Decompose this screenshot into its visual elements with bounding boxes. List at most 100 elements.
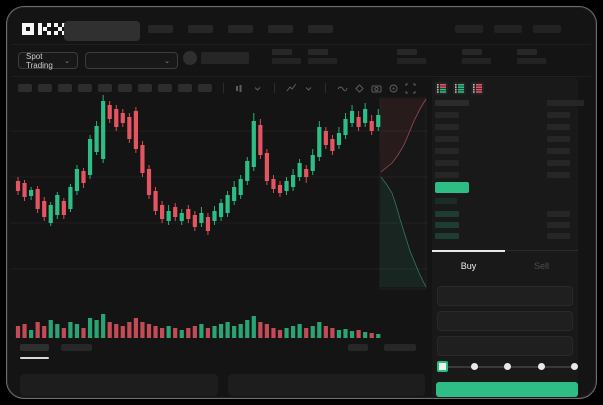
candle-body: [238, 179, 243, 195]
timeframe-button[interactable]: [78, 84, 92, 92]
header-divider: [12, 44, 591, 45]
orderbook-amount-cell[interactable]: [547, 112, 570, 118]
nav-item[interactable]: [188, 25, 213, 33]
nav-action[interactable]: [494, 25, 522, 33]
orderbook-amount-cell[interactable]: [547, 124, 570, 130]
slider-stop[interactable]: [504, 363, 511, 370]
orderbook-amount-cell[interactable]: [547, 211, 570, 217]
candle-body: [232, 187, 237, 201]
candle-body: [291, 175, 296, 187]
nav-action[interactable]: [455, 25, 483, 33]
fullscreen-icon[interactable]: [405, 83, 416, 94]
settings-icon[interactable]: [388, 83, 399, 94]
timeframe-button[interactable]: [98, 84, 112, 92]
last-price-highlight[interactable]: [435, 182, 469, 193]
chart-bottom-tab[interactable]: [20, 344, 49, 351]
orderbook-amount-cell[interactable]: [547, 233, 570, 239]
slider-stop[interactable]: [571, 363, 578, 370]
chevron-down-icon[interactable]: [303, 83, 314, 94]
timeframe-button[interactable]: [138, 84, 152, 92]
timeframe-button[interactable]: [18, 84, 32, 92]
amount-slider[interactable]: [437, 361, 578, 372]
orderbook-price-cell[interactable]: [435, 124, 459, 130]
book-asks-icon[interactable]: [471, 82, 484, 95]
volume-bar: [35, 322, 40, 338]
volume-bar: [61, 328, 66, 338]
candle-type-dropdown[interactable]: [235, 83, 246, 94]
orderbook-amount-cell[interactable]: [547, 172, 570, 178]
candle-body: [87, 139, 93, 175]
app-window: Spot Trading ⌄ ⌄ Buy Sell: [6, 6, 597, 399]
candle-body: [245, 161, 250, 181]
order-input[interactable]: [437, 286, 573, 306]
candle-body: [42, 201, 47, 217]
orderbook-price-cell[interactable]: [435, 198, 457, 204]
stat-value: [272, 58, 301, 64]
line-tool-icon[interactable]: [337, 83, 348, 94]
candle-body: [55, 195, 60, 215]
volume-bar: [153, 326, 158, 338]
orderbook-price-cell[interactable]: [435, 136, 459, 142]
candle-body: [297, 163, 302, 177]
candlestick-chart[interactable]: [10, 93, 428, 345]
book-combined-icon[interactable]: [435, 82, 448, 95]
orderbook-price-cell[interactable]: [435, 100, 469, 106]
orderbook-amount-cell[interactable]: [547, 222, 570, 228]
search-input[interactable]: [64, 21, 140, 41]
tab-sell[interactable]: Sell: [533, 261, 549, 271]
pair-selector-dropdown[interactable]: ⌄: [85, 52, 178, 69]
orderbook-amount-cell[interactable]: [547, 100, 584, 106]
eraser-icon[interactable]: [354, 83, 365, 94]
orderbook-price-cell[interactable]: [435, 148, 459, 154]
orderbook-amount-cell[interactable]: [547, 160, 570, 166]
timeframe-button[interactable]: [58, 84, 72, 92]
volume-bar: [101, 314, 106, 338]
orderbook-amount-cell[interactable]: [547, 136, 570, 142]
orderbook-price-cell[interactable]: [435, 222, 459, 228]
timeframe-button[interactable]: [198, 84, 212, 92]
candle-body: [74, 169, 80, 191]
market-type-label: Spot Trading: [26, 51, 53, 70]
orderbook-price-cell[interactable]: [435, 211, 459, 217]
submit-order-button[interactable]: [436, 382, 578, 397]
tab-buy[interactable]: Buy: [432, 250, 505, 281]
chart-bottom-control[interactable]: [348, 344, 368, 351]
indicators-dropdown[interactable]: [286, 83, 297, 94]
orderbook-price-cell[interactable]: [435, 160, 459, 166]
orderbook-price-cell[interactable]: [435, 112, 459, 118]
candle-body: [114, 109, 119, 127]
book-combined-icon-glyph: [437, 84, 446, 93]
timeframe-button[interactable]: [178, 84, 192, 92]
coin-avatar: [183, 51, 197, 65]
volume-bar: [42, 326, 47, 338]
order-input[interactable]: [437, 311, 573, 331]
slider-stop[interactable]: [470, 363, 478, 370]
volume-bar: [48, 320, 53, 338]
order-input[interactable]: [437, 336, 573, 356]
nav-item[interactable]: [148, 25, 173, 33]
chart-bottom-tab[interactable]: [61, 344, 92, 351]
slider-stop[interactable]: [537, 363, 545, 370]
slider-handle[interactable]: [437, 361, 448, 372]
market-type-dropdown[interactable]: Spot Trading ⌄: [18, 51, 78, 70]
book-bids-icon[interactable]: [453, 82, 466, 95]
buy-sell-tabs: Buy Sell: [432, 250, 578, 281]
depth-bid-area: [380, 177, 426, 287]
orderbook-amount-cell[interactable]: [547, 148, 570, 154]
camera-icon[interactable]: [371, 83, 382, 94]
orderbook-price-cell[interactable]: [435, 233, 459, 239]
timeframe-button[interactable]: [118, 84, 132, 92]
nav-item[interactable]: [268, 25, 293, 33]
orderbook-price-cell[interactable]: [435, 172, 459, 178]
chart-bottom-control[interactable]: [384, 344, 416, 351]
bottom-action-panel[interactable]: [228, 374, 425, 396]
bottom-action-panel[interactable]: [20, 374, 218, 396]
nav-item[interactable]: [308, 25, 333, 33]
chevron-down-icon[interactable]: [252, 83, 263, 94]
nav-item[interactable]: [228, 25, 253, 33]
timeframe-button[interactable]: [158, 84, 172, 92]
nav-action[interactable]: [533, 25, 561, 33]
candle-body: [127, 117, 132, 139]
volume-bar: [212, 326, 217, 338]
timeframe-button[interactable]: [38, 84, 52, 92]
